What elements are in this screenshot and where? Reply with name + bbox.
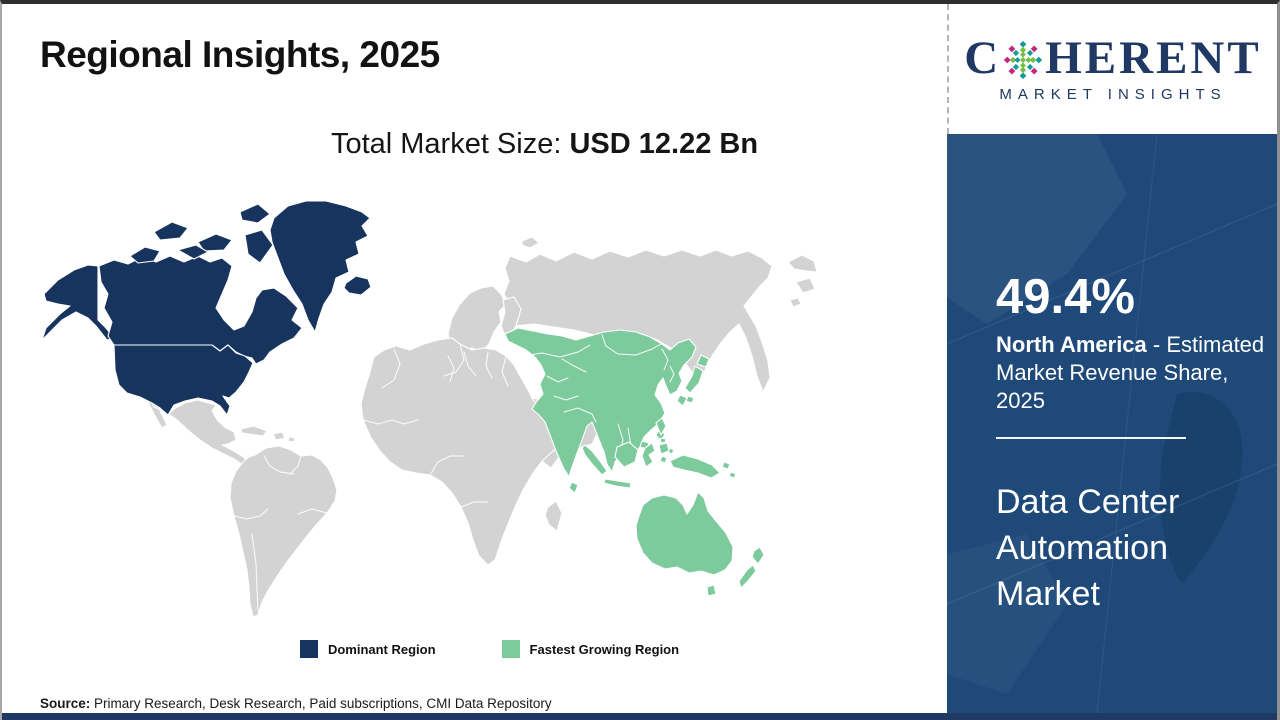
- brand-letter-c: C: [964, 32, 1002, 84]
- region-north-america: [41, 200, 372, 416]
- highlight-panel: 49.4% North America - Estimated Market R…: [947, 134, 1277, 713]
- source-label: Source:: [40, 696, 91, 711]
- source-text: Primary Research, Desk Research, Paid su…: [90, 696, 552, 711]
- region-africa: [360, 337, 569, 566]
- total-market-size-value: USD 12.22 Bn: [569, 128, 759, 160]
- region-middle-east: [512, 397, 599, 469]
- new-guinea: [669, 454, 721, 479]
- total-market-size-label: Total Market Size:: [330, 128, 570, 160]
- market-share-desc-rest: - Estimated Market Revenue Share, 2025: [996, 332, 1265, 414]
- brand-wordmark: C: [964, 35, 1261, 82]
- philippines: [655, 417, 670, 455]
- bottom-accent-bar: [2, 713, 1277, 720]
- arabian-peninsula: [525, 416, 570, 469]
- world-map: [2, 4, 947, 713]
- country-canada: [98, 255, 303, 365]
- country-usa: [113, 344, 254, 416]
- right-column: C: [947, 4, 1277, 713]
- region-asia-pacific: [504, 327, 765, 597]
- page-title: Regional Insights, 2025: [40, 34, 440, 75]
- brand-tagline: MARKET INSIGHTS: [999, 86, 1227, 103]
- new-zealand: [738, 546, 765, 589]
- globe-dots-icon: [1004, 40, 1043, 79]
- main-content: Regional Insights, 2025 Total Market Siz…: [2, 4, 947, 713]
- region-mexico-central-america: [146, 394, 296, 473]
- panel-content: 49.4% North America - Estimated Market R…: [947, 270, 1277, 617]
- country-iran: [549, 408, 599, 449]
- source-note: Source: Primary Research, Desk Research,…: [40, 696, 552, 711]
- region-europe: [420, 341, 507, 410]
- market-share-region: North America: [996, 332, 1147, 358]
- market-share-value: 49.4%: [996, 270, 1135, 324]
- brand-logo: C: [947, 4, 1277, 134]
- country-alaska: [41, 264, 115, 341]
- legend: Dominant Region Fastest Growing Region: [2, 640, 947, 658]
- total-market-size: Total Market Size: USD 12.22 Bn: [2, 128, 947, 161]
- legend-item-dominant: Dominant Region: [299, 640, 436, 658]
- region-south-america: [229, 445, 338, 618]
- legend-item-fastest-growing: Fastest Growing Region: [501, 640, 680, 658]
- panel-divider: [996, 437, 1186, 440]
- iceland: [343, 275, 372, 296]
- country-australia: [635, 491, 734, 576]
- indonesia: [581, 441, 737, 489]
- dominant-region-swatch: [299, 640, 318, 658]
- region-other: [146, 236, 818, 618]
- tasmania: [706, 584, 717, 597]
- country-russia: [503, 249, 773, 393]
- fastest-growing-region-swatch: [501, 640, 520, 658]
- scandinavia: [447, 285, 507, 353]
- brand-letters-rest: HERENT: [1045, 32, 1262, 84]
- country-japan: [676, 354, 710, 407]
- sri-lanka: [568, 481, 579, 494]
- taiwan: [655, 429, 666, 442]
- greenland: [269, 200, 371, 333]
- apac-mainland: [504, 327, 697, 478]
- market-share-description: North America - Estimated Market Revenue…: [996, 331, 1266, 415]
- legend-label: Fastest Growing Region: [529, 641, 680, 657]
- country-uk: [408, 345, 426, 379]
- madagascar: [544, 500, 563, 532]
- panel-map-texture: [947, 134, 1277, 713]
- legend-label: Dominant Region: [327, 641, 436, 657]
- market-name: Data Center Automation Market: [996, 483, 1180, 614]
